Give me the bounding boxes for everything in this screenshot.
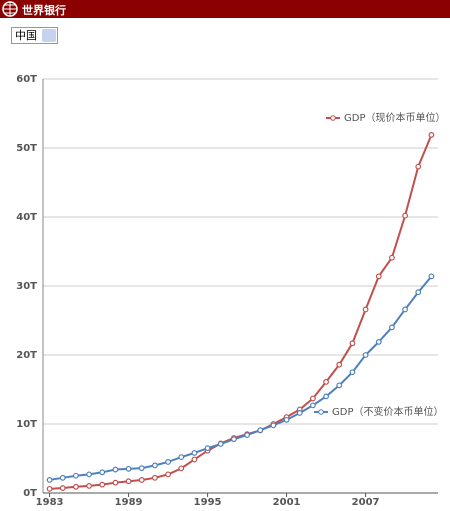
- point: [389, 254, 395, 261]
- point: [283, 416, 290, 423]
- legend-label: GDP（不变价本币单位）: [332, 405, 443, 418]
- select-value: 中国: [15, 29, 37, 42]
- point: [165, 471, 171, 478]
- point: [310, 395, 316, 402]
- point: [73, 472, 79, 479]
- point: [375, 338, 382, 345]
- point: [191, 450, 198, 456]
- point: [296, 410, 303, 416]
- point: [178, 454, 185, 461]
- point: [152, 462, 158, 469]
- legend-label: GDP（现价本币单位）: [344, 111, 445, 124]
- x-tick-label: 2007: [352, 497, 380, 508]
- point: [389, 324, 395, 331]
- y-tick-label: 0T: [23, 488, 37, 499]
- point: [125, 478, 132, 485]
- country-select[interactable]: 中国: [11, 27, 58, 44]
- point: [270, 422, 277, 429]
- point: [138, 465, 145, 472]
- point: [323, 393, 329, 400]
- point: [86, 471, 92, 478]
- point: [59, 474, 66, 481]
- logo: [2, 1, 18, 17]
- point: [336, 361, 343, 368]
- point: [336, 382, 343, 389]
- series-line: [49, 275, 433, 481]
- y-tick-label: 30T: [16, 281, 37, 292]
- point: [231, 436, 237, 443]
- point: [165, 459, 171, 465]
- legend-marker: [318, 409, 324, 415]
- point: [323, 379, 329, 385]
- header: 世界银行: [0, 0, 450, 18]
- point: [415, 289, 422, 296]
- point: [59, 485, 66, 491]
- x-tick-label: 2001: [273, 497, 301, 508]
- point: [217, 441, 224, 447]
- y-tick-label: 60T: [16, 74, 37, 85]
- point: [402, 212, 408, 219]
- point: [112, 479, 119, 486]
- point: [375, 273, 382, 280]
- legend-marker: [330, 115, 336, 121]
- point: [46, 485, 53, 492]
- point: [86, 482, 92, 489]
- point: [99, 481, 106, 488]
- y-tick-label: 20T: [16, 350, 37, 361]
- y-tick-label: 50T: [16, 143, 37, 154]
- y-tick-label: 10T: [16, 419, 37, 430]
- x-tick-label: 1989: [115, 497, 143, 508]
- point: [310, 402, 316, 409]
- series-line: [49, 134, 433, 490]
- point: [73, 483, 79, 490]
- x-tick-label: 1983: [36, 497, 64, 508]
- point: [415, 163, 422, 170]
- point: [138, 477, 145, 483]
- header-title: 世界银行: [22, 4, 66, 17]
- point: [428, 131, 435, 138]
- x-tick-label: 1995: [194, 497, 222, 508]
- select-arrow: [42, 29, 56, 42]
- point: [125, 465, 132, 472]
- point: [99, 469, 106, 476]
- point: [191, 456, 198, 463]
- point: [362, 306, 369, 313]
- point: [46, 476, 53, 483]
- point: [362, 352, 369, 358]
- point: [112, 466, 119, 473]
- point: [178, 465, 185, 472]
- point: [244, 432, 250, 438]
- y-tick-label: 40T: [16, 212, 37, 223]
- point: [152, 474, 158, 481]
- point: [402, 306, 408, 313]
- point: [349, 340, 356, 347]
- point: [204, 445, 211, 452]
- point: [257, 427, 264, 434]
- point: [428, 273, 435, 280]
- point: [349, 369, 356, 376]
